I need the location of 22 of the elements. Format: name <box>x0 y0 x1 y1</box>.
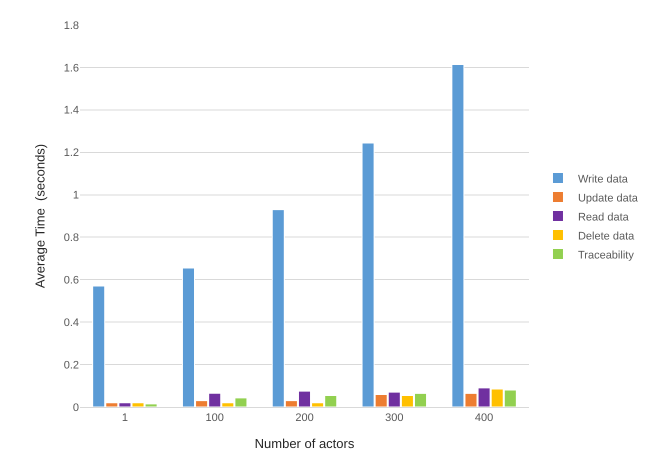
legend-label: Traceability <box>578 249 634 262</box>
y-tick-label: 0 <box>72 402 79 414</box>
y-tick-label: 1.8 <box>64 20 79 32</box>
y-tick-label: 1.4 <box>64 104 79 117</box>
y-tick-label: 0.2 <box>64 359 79 372</box>
y-tick-label: 1 <box>72 190 79 202</box>
legend-label: Read data <box>578 211 630 224</box>
y-tick-label: 0.4 <box>64 316 79 329</box>
x-tick-label: 200 <box>295 412 314 424</box>
y-axis-title: Average Time (seconds) <box>32 144 48 288</box>
x-axis-title: Number of actors <box>254 436 355 451</box>
y-tick-label: 1.6 <box>64 62 79 74</box>
x-tick-label: 300 <box>385 412 404 424</box>
y-tick-label: 0.6 <box>64 274 79 287</box>
legend-label: Delete data <box>578 230 636 242</box>
legend-label: Update data <box>578 192 639 204</box>
x-tick-label: 400 <box>474 412 494 424</box>
y-tick-label: 0.8 <box>64 232 79 244</box>
x-tick-label: 100 <box>206 412 224 424</box>
x-tick-label: 1 <box>122 412 128 424</box>
y-tick-label: 1.2 <box>64 147 79 160</box>
legend-label: Write data <box>578 173 629 186</box>
